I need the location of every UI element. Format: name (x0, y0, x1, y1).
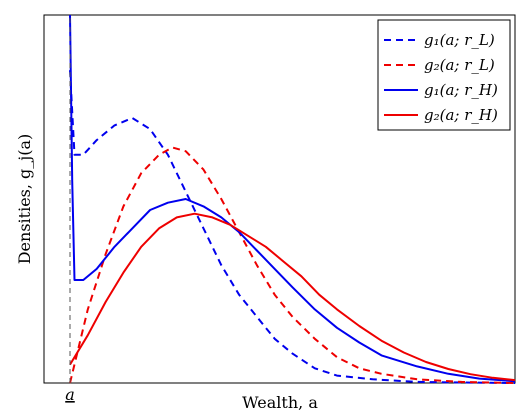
x-tick-label: a (65, 385, 75, 404)
legend-label-4: g₂(a; r_H) (424, 106, 498, 124)
x-axis-label: Wealth, a (242, 393, 318, 412)
legend-label-2: g₂(a; r_L) (424, 56, 495, 74)
series-line-4 (69, 212, 516, 382)
legend-label-3: g₁(a; r_H) (424, 81, 498, 99)
series-line-1 (69, 70, 516, 384)
series-line-2 (69, 146, 516, 384)
legend-label-1: g₁(a; r_L) (424, 31, 495, 49)
plot-frame (43, 14, 516, 384)
y-axis-label: Densities, g_j(a) (15, 134, 34, 265)
series-layer (69, 14, 516, 384)
legend-box (377, 19, 511, 131)
legend: g₁(a; r_L) g₂(a; r_L) g₁(a; r_H) g₂(a; r_H) (377, 19, 511, 131)
legend-items: g₁(a; r_L) g₂(a; r_L) g₁(a; r_H) g₂(a; r_H) (384, 31, 498, 124)
